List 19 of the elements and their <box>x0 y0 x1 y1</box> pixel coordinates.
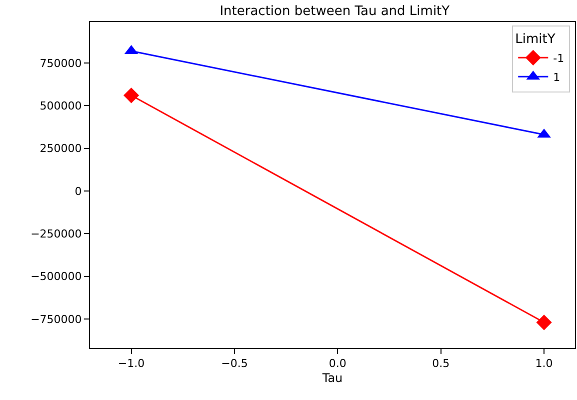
legend-title: LimitY <box>515 32 556 48</box>
legend-label: -1 <box>553 52 564 65</box>
y-tick-label: 0 <box>74 184 82 198</box>
y-tick-label: 750000 <box>40 56 82 70</box>
x-tick-label: 1.0 <box>535 357 553 370</box>
y-tick-label: 500000 <box>40 99 82 112</box>
point <box>536 314 552 330</box>
x-tick-label: 0.5 <box>432 357 450 370</box>
point <box>123 88 140 104</box>
chart-title: Interaction between Tau and LimitY <box>220 4 450 20</box>
legend-label: 1 <box>553 70 560 84</box>
x-tick-label: −0.5 <box>221 357 248 370</box>
x-tick-label: 0.0 <box>328 357 346 370</box>
y-tick-label: −250000 <box>30 227 82 240</box>
y-tick-label: −750000 <box>30 312 82 326</box>
y-tick-label: −500000 <box>30 270 82 284</box>
x-axis-title: Tau <box>321 371 343 386</box>
x-tick-label: −1.0 <box>118 357 145 370</box>
y-tick-label: 250000 <box>40 142 82 156</box>
